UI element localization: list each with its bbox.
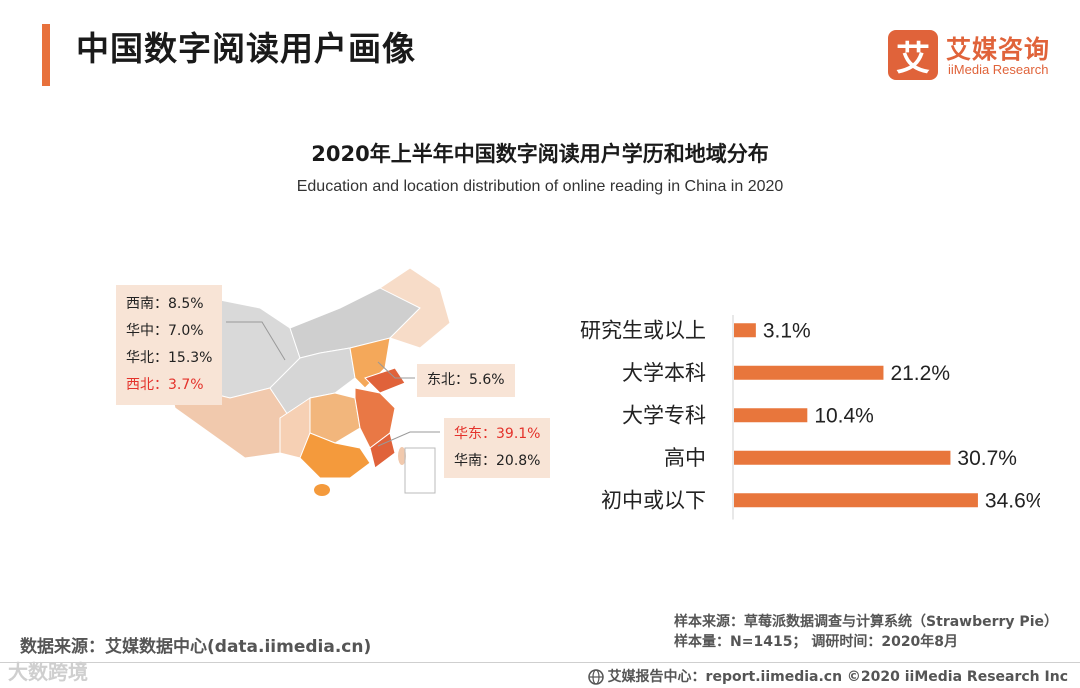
bar-value-label: 10.4% xyxy=(814,404,874,427)
map-label-west-group: 西南：8.5% 华中：7.0% 华北：15.3% 西北：3.7% xyxy=(116,285,223,405)
category-label: 高中 xyxy=(664,446,706,470)
logo-mark-icon: 艾 xyxy=(888,30,938,80)
map-label-row: 西北：3.7% xyxy=(126,377,204,393)
footer-divider xyxy=(0,662,1080,663)
bar-value-label: 3.1% xyxy=(763,319,811,342)
map-inset-box xyxy=(404,447,436,494)
map-label-row: 华中：7.0% xyxy=(126,323,204,339)
map-region-northeast xyxy=(379,268,450,349)
category-label: 研究生或以上 xyxy=(580,318,706,342)
bar xyxy=(734,365,884,380)
sample-size: 样本量：N=1415； 调研时间：2020年8月 xyxy=(674,634,959,650)
globe-icon xyxy=(587,669,604,685)
data-source: 数据来源：艾媒数据中心(data.iimedia.cn) xyxy=(20,637,372,657)
sample-source: 样本来源：草莓派数据调查与计算系统（Strawberry Pie） xyxy=(674,614,1058,630)
map-region-taiwan xyxy=(398,447,406,465)
footer: 艾媒报告中心：report.iimedia.cn ©2020 iiMedia R… xyxy=(587,666,1068,686)
bar-value-label: 34.6% xyxy=(985,489,1040,512)
watermark: 大数跨境 xyxy=(8,660,88,684)
bar xyxy=(734,493,978,508)
bar-value-label: 30.7% xyxy=(957,447,1017,470)
chart-title: 2020年上半年中国数字阅读用户学历和地域分布 xyxy=(311,142,769,166)
map-region-shandong xyxy=(364,367,406,394)
map-label-row: 华北：15.3% xyxy=(126,350,213,366)
sample-info: 样本来源：草莓派数据调查与计算系统（Strawberry Pie） 样本量：N=… xyxy=(674,612,1058,652)
logo-chinese-name: 艾媒咨询 xyxy=(946,35,1051,64)
chart-subtitle: Education and location distribution of o… xyxy=(296,178,784,195)
map-label-row: 西南：8.5% xyxy=(126,296,204,312)
category-label: 大学专科 xyxy=(622,403,706,427)
logo-english-name: iiMedia Research xyxy=(948,62,1049,77)
title-accent-bar xyxy=(42,24,50,86)
category-label: 初中或以下 xyxy=(601,488,706,512)
map-label-northeast: 东北：5.6% xyxy=(417,364,515,397)
map-label-east-group: 华东：39.1% 华南：20.8% xyxy=(444,418,551,478)
bar xyxy=(734,450,951,465)
bar xyxy=(734,408,808,423)
education-bar-chart: 研究生或以上 3.1% 大学本科 21.2% 大学专科 10.4% 高中 30.7% 初中或以下… xyxy=(580,315,1040,520)
map-region-huanan xyxy=(299,432,371,479)
bar xyxy=(734,323,756,338)
map-label-row: 华东：39.1% xyxy=(454,426,541,442)
iimedia-logo: 艾 艾媒咨询 iiMedia Research xyxy=(888,30,1064,82)
footer-text: 艾媒报告中心：report.iimedia.cn ©2020 iiMedia R… xyxy=(607,669,1068,685)
map-label-row: 华南：20.8% xyxy=(454,453,541,469)
map-region-hainan xyxy=(314,484,330,496)
category-label: 大学本科 xyxy=(622,361,706,385)
page-title: 中国数字阅读用户画像 xyxy=(76,29,416,68)
bar-value-label: 21.2% xyxy=(890,362,950,385)
